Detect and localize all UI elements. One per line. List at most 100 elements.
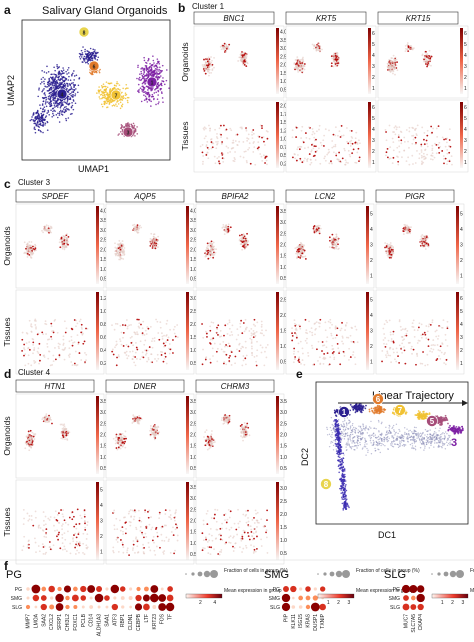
umap-point bbox=[48, 95, 51, 97]
feature-point bbox=[166, 339, 169, 341]
umap-point bbox=[99, 94, 102, 96]
feature-point bbox=[411, 48, 414, 51]
feature-point bbox=[394, 358, 396, 361]
feature-point bbox=[302, 56, 304, 59]
umap-point bbox=[51, 92, 54, 95]
umap-point bbox=[59, 85, 62, 88]
feature-point bbox=[50, 322, 53, 325]
umap-point bbox=[146, 73, 148, 75]
colorbar-tick: 1.0 bbox=[280, 79, 287, 85]
feature-point bbox=[76, 322, 79, 325]
feature-point bbox=[136, 333, 138, 336]
feature-point bbox=[388, 347, 391, 350]
feature-point bbox=[68, 347, 71, 350]
feature-point bbox=[318, 224, 321, 227]
feature-point bbox=[420, 154, 423, 157]
umap-point bbox=[139, 73, 141, 75]
umap-point bbox=[106, 106, 108, 109]
feature-point bbox=[349, 155, 352, 158]
umap-point bbox=[69, 113, 72, 115]
umap-point bbox=[143, 77, 146, 80]
feature-point bbox=[408, 146, 410, 149]
umap-point bbox=[59, 109, 62, 112]
umap-point bbox=[63, 76, 65, 79]
feature-point bbox=[62, 241, 64, 244]
feature-point bbox=[341, 340, 343, 343]
feature-point bbox=[335, 152, 337, 155]
feature-point bbox=[208, 60, 211, 63]
feature-point bbox=[446, 345, 449, 347]
feature-point bbox=[304, 318, 307, 321]
umap-point bbox=[49, 87, 52, 89]
feature-point bbox=[236, 143, 239, 146]
feature-point bbox=[250, 334, 253, 337]
feature-point bbox=[44, 421, 47, 423]
feature-point bbox=[294, 157, 297, 160]
umap-point bbox=[34, 117, 36, 120]
umap-point bbox=[143, 91, 146, 93]
feature-point bbox=[28, 348, 31, 351]
feature-point bbox=[392, 141, 395, 144]
umap-point bbox=[41, 90, 43, 93]
umap-point bbox=[45, 86, 47, 88]
feature-point bbox=[405, 334, 408, 337]
feature-point bbox=[328, 151, 331, 153]
feature-point bbox=[297, 358, 300, 361]
feature-point bbox=[202, 65, 205, 68]
umap-point bbox=[147, 98, 150, 101]
feature-point bbox=[297, 62, 300, 64]
umap-point bbox=[147, 89, 149, 91]
feature-point bbox=[143, 343, 146, 346]
feature-point bbox=[34, 361, 37, 363]
feature-point bbox=[436, 358, 439, 360]
panel-a-frame bbox=[21, 19, 171, 161]
umap-point bbox=[71, 112, 73, 115]
umap-point bbox=[158, 68, 160, 71]
feature-point bbox=[157, 332, 160, 334]
feature-point bbox=[430, 158, 432, 161]
umap-point bbox=[61, 86, 63, 88]
umap-point bbox=[70, 87, 73, 90]
feature-point bbox=[329, 326, 331, 329]
feature-point bbox=[146, 349, 149, 352]
feature-point bbox=[251, 352, 254, 354]
feature-point bbox=[424, 333, 427, 336]
feature-point bbox=[444, 145, 447, 148]
feature-point bbox=[64, 427, 67, 430]
feature-point bbox=[420, 242, 423, 244]
umap-cluster-label: 1 bbox=[151, 81, 154, 87]
feature-point bbox=[149, 325, 152, 328]
feature-point bbox=[421, 53, 424, 56]
feature-point bbox=[23, 354, 25, 357]
feature-point bbox=[352, 351, 355, 353]
feature-point bbox=[32, 435, 35, 438]
feature-point bbox=[47, 416, 50, 419]
feature-point bbox=[347, 142, 350, 145]
feature-point bbox=[329, 356, 332, 359]
umap-point bbox=[70, 86, 72, 88]
feature-point bbox=[220, 133, 222, 136]
feature-point bbox=[149, 237, 152, 240]
umap-point bbox=[100, 90, 103, 93]
umap-point bbox=[98, 92, 100, 94]
feature-point bbox=[408, 226, 411, 229]
colorbar-tick: 4 bbox=[372, 127, 375, 133]
row-label: Organoids bbox=[180, 42, 190, 81]
feature-point bbox=[434, 344, 436, 347]
feature-point bbox=[416, 342, 419, 344]
feature-point bbox=[240, 56, 243, 59]
feature-point bbox=[392, 247, 394, 249]
feature-point bbox=[174, 335, 177, 338]
feature-point bbox=[332, 151, 335, 154]
feature-point bbox=[396, 146, 399, 149]
feature-point bbox=[446, 152, 449, 155]
feature-point bbox=[64, 331, 67, 334]
feature-point bbox=[310, 143, 313, 146]
feature-point bbox=[119, 324, 122, 327]
feature-point bbox=[213, 66, 215, 69]
umap-cluster-badge bbox=[110, 89, 122, 101]
umap-cluster-badge bbox=[88, 60, 100, 72]
colorbar bbox=[460, 28, 463, 94]
umap-cluster-badge bbox=[122, 126, 134, 138]
feature-point bbox=[308, 126, 311, 129]
